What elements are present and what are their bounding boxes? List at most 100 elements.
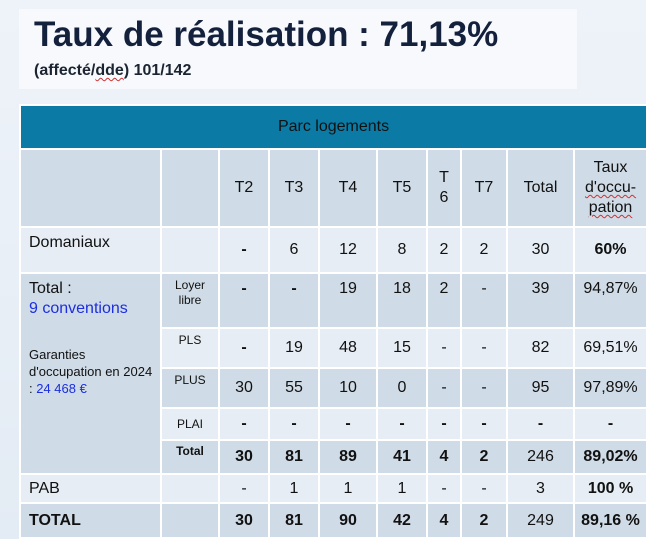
page-title: Taux de réalisation : 71,13% bbox=[34, 15, 499, 54]
table-cell: 249 bbox=[506, 502, 575, 539]
table-cell: 94,87% bbox=[572, 272, 646, 329]
col-header: T7 bbox=[460, 148, 508, 228]
guarantee-text: Garanties d'occupation en 2024 : bbox=[29, 347, 153, 396]
header-empty-2 bbox=[160, 148, 220, 228]
table-cell: - bbox=[426, 367, 462, 409]
table-cell: 48 bbox=[318, 327, 378, 369]
col-header: T4 bbox=[318, 148, 378, 228]
table-cell: - bbox=[218, 473, 270, 504]
table-cell: 97,89% bbox=[572, 367, 646, 409]
table-cell: 42 bbox=[376, 502, 428, 539]
sub-label: PLUS bbox=[160, 367, 220, 409]
table-cell: 4 bbox=[426, 502, 462, 539]
table-cell: 3 bbox=[506, 473, 575, 504]
table-cell: 8 bbox=[376, 226, 428, 274]
table-cell: 0 bbox=[376, 367, 428, 409]
col-header: T2 bbox=[218, 148, 270, 228]
table-cell: 41 bbox=[376, 439, 428, 475]
table-cell: 89,16 % bbox=[572, 502, 646, 539]
table-cell: 2 bbox=[460, 226, 508, 274]
table-cell: 12 bbox=[318, 226, 378, 274]
table-cell: - bbox=[460, 473, 508, 504]
subtitle-prefix: (affecté/ bbox=[34, 62, 96, 79]
table-cell bbox=[160, 502, 220, 539]
col-header: Total bbox=[506, 148, 575, 228]
table-cell: 90 bbox=[318, 502, 378, 539]
row-label-domaniaux: Domaniaux bbox=[19, 226, 162, 274]
table-cell: 81 bbox=[268, 502, 320, 539]
table-cell: 81 bbox=[268, 439, 320, 475]
sub-label: PLS bbox=[160, 327, 220, 369]
sub-label: Total bbox=[160, 439, 220, 475]
total-group-label: Total : 9 conventions Garanties d'occupa… bbox=[19, 272, 162, 475]
table-cell: 19 bbox=[318, 272, 378, 329]
table-cell: 100 % bbox=[572, 473, 646, 504]
table-cell: 60% bbox=[572, 226, 646, 274]
table-cell: 30 bbox=[218, 502, 270, 539]
table-cell: - bbox=[426, 407, 462, 441]
table-cell: - bbox=[426, 327, 462, 369]
table-cell: 69,51% bbox=[572, 327, 646, 369]
table-cell: - bbox=[218, 327, 270, 369]
table-cell: - bbox=[460, 407, 508, 441]
table-cell: - bbox=[268, 272, 320, 329]
table-cell: 10 bbox=[318, 367, 378, 409]
sub-label: PLAI bbox=[160, 407, 220, 441]
conventions-label: 9 conventions bbox=[29, 300, 128, 317]
table-cell: 30 bbox=[506, 226, 575, 274]
table-cell: 15 bbox=[376, 327, 428, 369]
table-cell: - bbox=[376, 407, 428, 441]
table-cell: 1 bbox=[318, 473, 378, 504]
col-header: T3 bbox=[268, 148, 320, 228]
total-label: Total : bbox=[29, 280, 72, 297]
taux-line: pation bbox=[588, 199, 633, 216]
table-cell: - bbox=[426, 473, 462, 504]
page-subtitle: (affecté/dde) 101/142 bbox=[34, 62, 191, 80]
table-cell: - bbox=[460, 367, 508, 409]
taux-line: d'occu- bbox=[584, 179, 637, 196]
table-cell: 89 bbox=[318, 439, 378, 475]
table-cell: - bbox=[460, 272, 508, 329]
table-cell: - bbox=[318, 407, 378, 441]
table-cell: 246 bbox=[506, 439, 575, 475]
col-header: T 6 bbox=[426, 148, 462, 228]
table-cell: 95 bbox=[506, 367, 575, 409]
subtitle-suffix: ) 101/142 bbox=[123, 62, 192, 79]
row-label-total: TOTAL bbox=[19, 502, 162, 539]
table-cell: - bbox=[506, 407, 575, 441]
header-empty-1 bbox=[19, 148, 162, 228]
table-cell: 18 bbox=[376, 272, 428, 329]
table-cell: - bbox=[460, 327, 508, 369]
table-cell: 30 bbox=[218, 367, 270, 409]
table-cell: 2 bbox=[426, 272, 462, 329]
table-cell: 1 bbox=[268, 473, 320, 504]
table-cell: 55 bbox=[268, 367, 320, 409]
table-cell bbox=[160, 226, 220, 274]
guarantee-amount: 24 468 € bbox=[36, 381, 87, 396]
table-cell: 2 bbox=[460, 439, 508, 475]
table-cell: 1 bbox=[376, 473, 428, 504]
title-box: Taux de réalisation : 71,13% (affecté/dd… bbox=[19, 9, 577, 89]
table-cell: 19 bbox=[268, 327, 320, 369]
sub-label: Loyer libre bbox=[160, 272, 220, 329]
table-cell: 2 bbox=[460, 502, 508, 539]
table-cell bbox=[160, 473, 220, 504]
taux-line: Taux bbox=[593, 159, 628, 176]
table-cell: 82 bbox=[506, 327, 575, 369]
table-cell: - bbox=[218, 226, 270, 274]
row-label-pab: PAB bbox=[19, 473, 162, 504]
table-cell: 39 bbox=[506, 272, 575, 329]
table-cell: - bbox=[572, 407, 646, 441]
subtitle-dde: dde bbox=[95, 62, 124, 79]
table-cell: 89,02% bbox=[572, 439, 646, 475]
table-cell: 6 bbox=[268, 226, 320, 274]
col-header: T5 bbox=[376, 148, 428, 228]
table-cell: - bbox=[218, 407, 270, 441]
table-cell: 2 bbox=[426, 226, 462, 274]
table-cell: 4 bbox=[426, 439, 462, 475]
table-cell: 30 bbox=[218, 439, 270, 475]
col-header-taux: Taux d'occu-pation bbox=[572, 148, 646, 228]
guarantee-note: Garanties d'occupation en 2024 : 24 468 … bbox=[29, 346, 159, 397]
table-cell: - bbox=[218, 272, 270, 329]
table-heading: Parc logements bbox=[18, 104, 646, 150]
